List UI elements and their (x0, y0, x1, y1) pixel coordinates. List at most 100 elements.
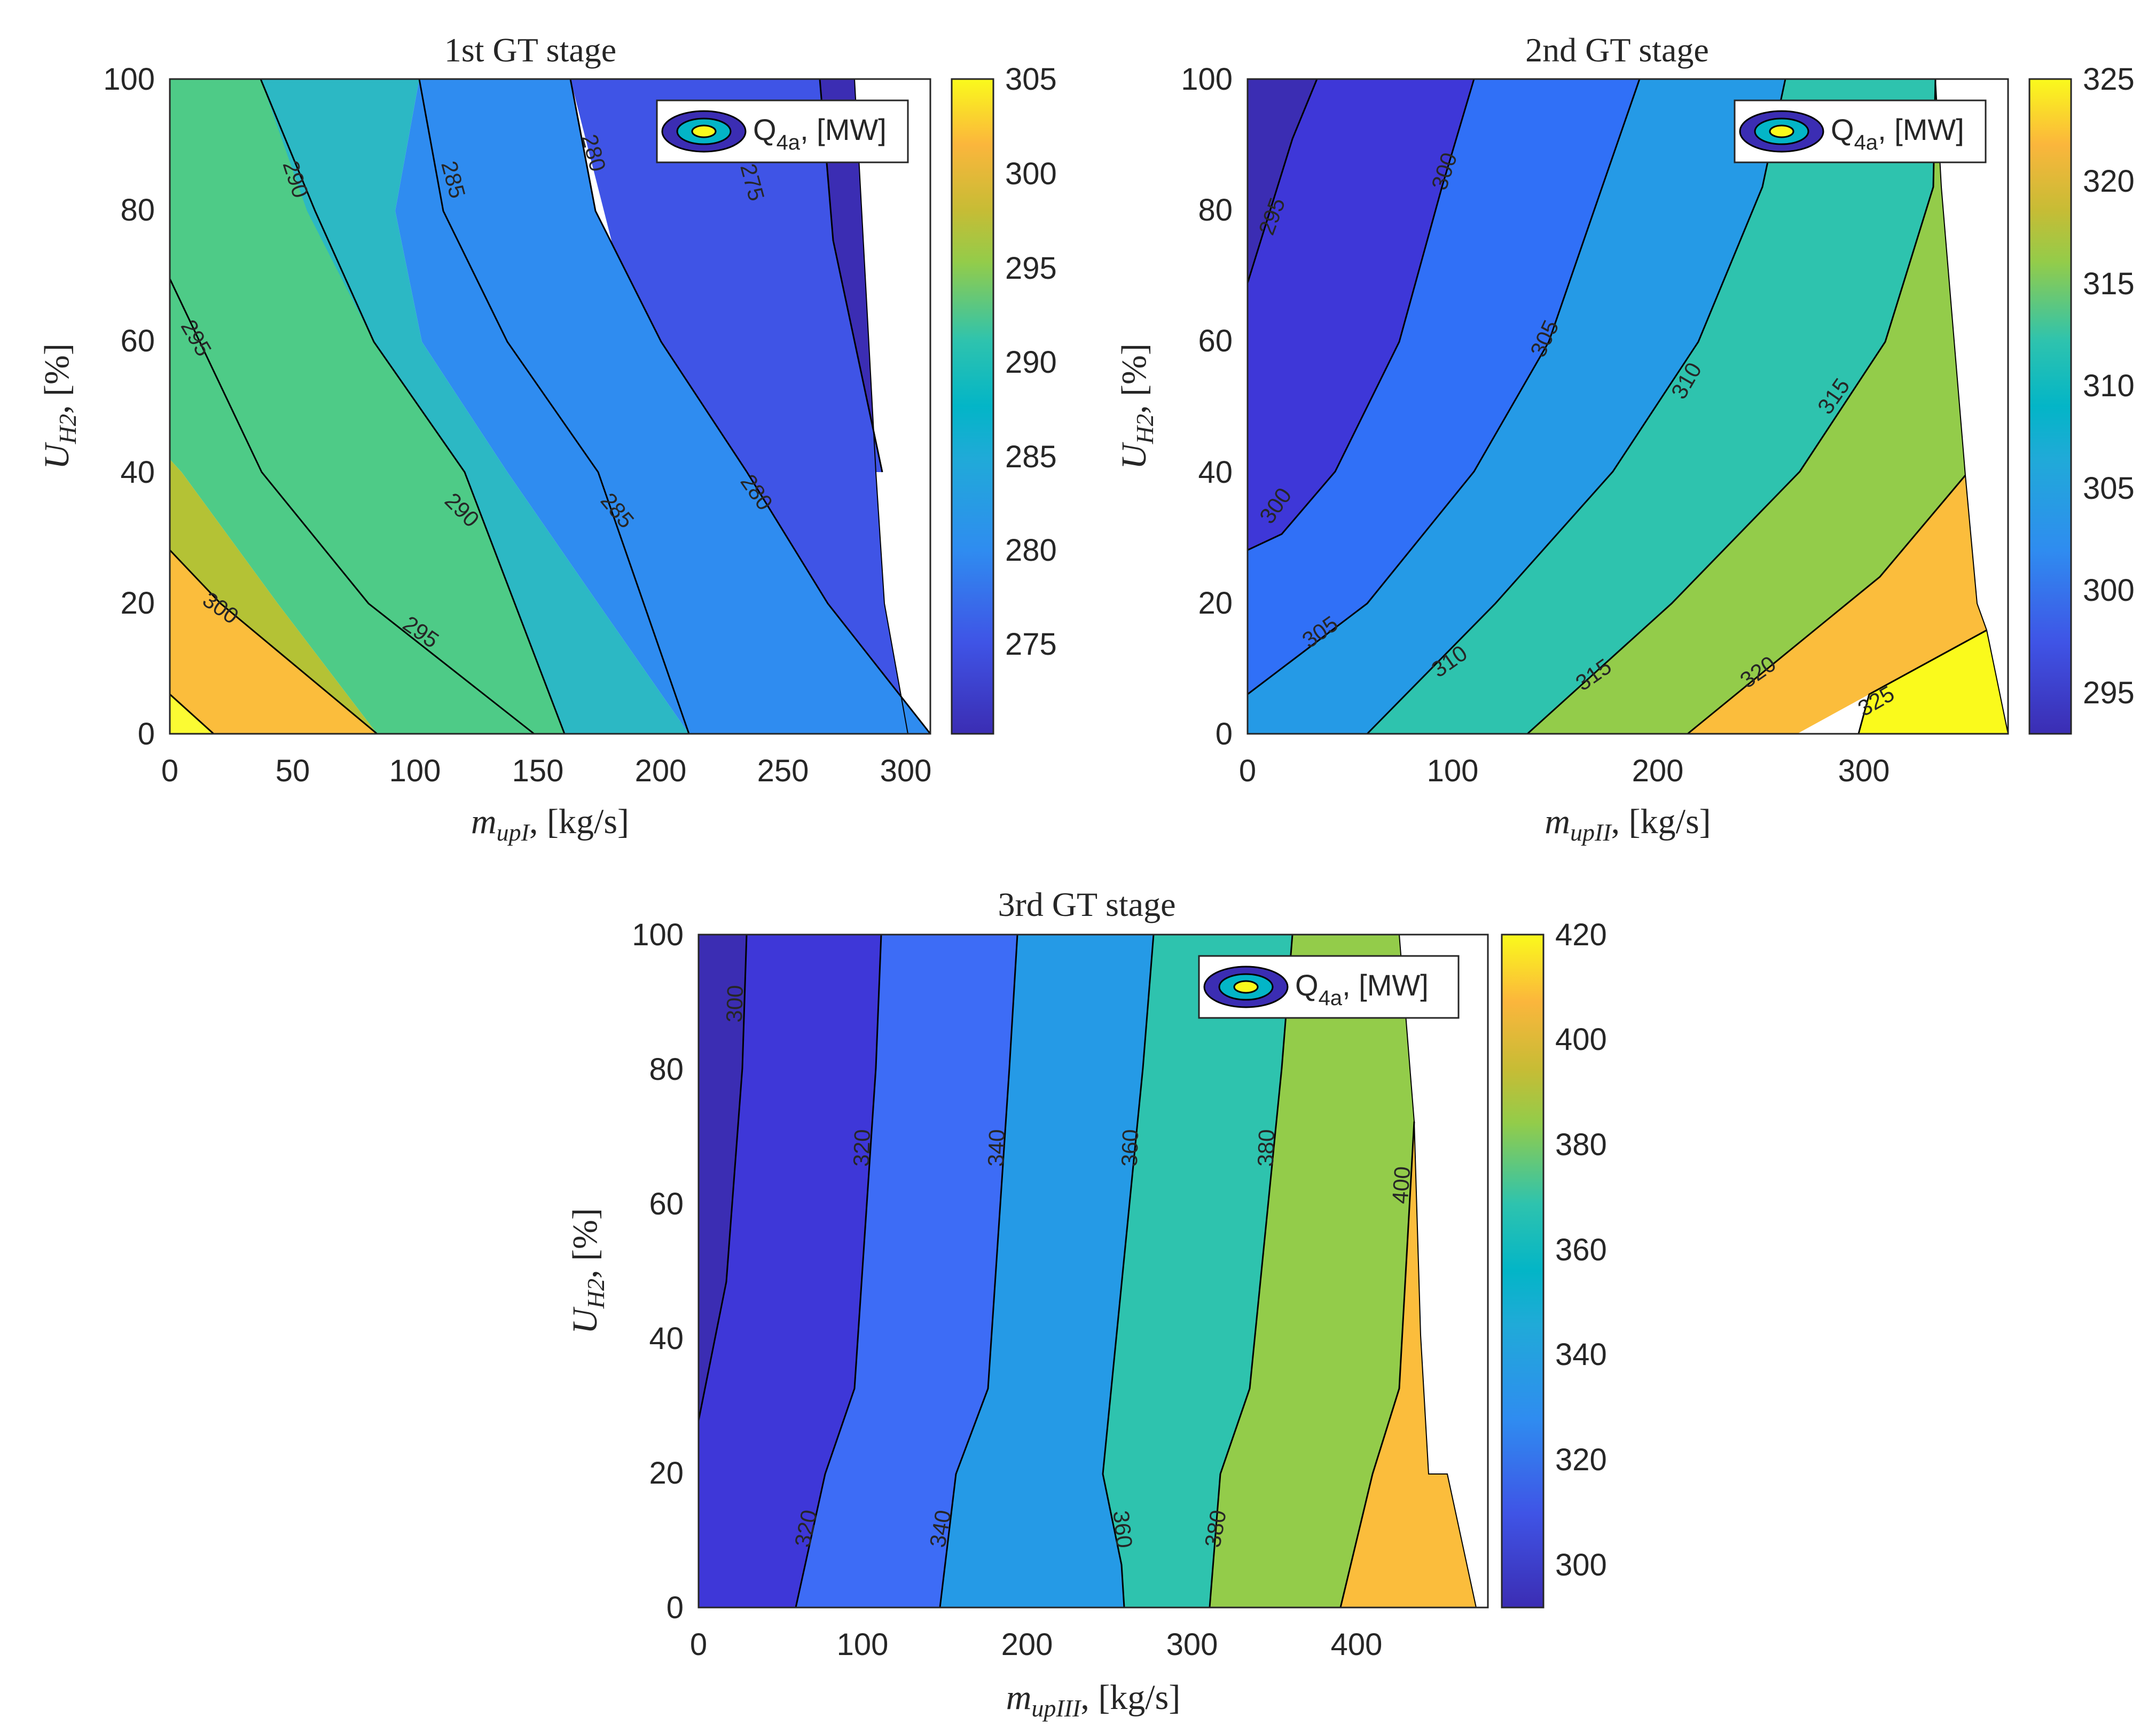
legend-label: Q4a, [MW] (1831, 113, 1964, 154)
colorbar: 275 280 285 290 295 300 305 (951, 62, 1057, 735)
x-axis-label: mupI, [kg/s] (471, 802, 629, 846)
panel-3rd-gt-stage: 3rd GT stage 300 (566, 885, 1607, 1722)
region-max (170, 550, 377, 734)
contour-line-285 (418, 79, 690, 734)
contour-line-320 (795, 934, 882, 1608)
colorbar-tick-label: 300 (1555, 1548, 1607, 1582)
region-295-below (1248, 79, 1317, 283)
y-tick-label: 60 (120, 324, 155, 358)
legend: Q4a, [MW] (1198, 955, 1460, 1019)
region-340-320 (796, 935, 1017, 1607)
colorbar-tick-label: 285 (1005, 440, 1057, 474)
y-axis: 0 20 40 60 80 100 UH2, [%] (37, 62, 155, 751)
plot-area: 295 300 300 305 305 310 310 315 315 320 … (1246, 78, 2009, 735)
colorbar-tick-label: 310 (2083, 368, 2135, 403)
region-360-340 (940, 935, 1154, 1607)
legend-swatch-inner (1769, 124, 1794, 138)
legend: Q4a, [MW] (656, 99, 909, 163)
contour-label: 360 (1108, 1509, 1137, 1549)
x-tick-label: 250 (757, 754, 809, 788)
contour-regions (699, 935, 1476, 1607)
colorbar-tick-label: 275 (1005, 627, 1057, 662)
legend-label: Q4a, [MW] (1295, 968, 1429, 1010)
contour-line-315 (1526, 79, 1937, 735)
y-tick-label: 100 (632, 918, 684, 952)
legend: Q4a, [MW] (1734, 99, 1987, 163)
x-tick-label: 300 (1166, 1627, 1218, 1662)
colorbar-tick-label: 300 (2083, 573, 2135, 608)
contour-line-300 (169, 549, 378, 735)
x-tick-label: 200 (1632, 754, 1684, 788)
plot-frame (697, 934, 1489, 1609)
contour-label: 300 (722, 985, 748, 1023)
contour-label: 320 (849, 1129, 875, 1167)
y-tick-label: 0 (667, 1590, 684, 1625)
contour-label: 340 (983, 1129, 1009, 1167)
contour-line-320 (1687, 475, 1966, 735)
panel-title: 1st GT stage (444, 31, 616, 69)
region-305-300 (1248, 79, 1640, 694)
x-tick-label: 100 (1427, 754, 1479, 788)
contour-label: 360 (1117, 1129, 1143, 1167)
feasible-boundary (1935, 79, 2009, 734)
colorbar: 300 320 340 360 380 400 420 (1501, 918, 1607, 1609)
contour-line-290 (260, 79, 566, 734)
contour-line-300-corner (169, 693, 215, 735)
plot-frame (1246, 78, 2009, 735)
feasible-boundary (1399, 934, 1477, 1608)
colorbar-tick-label: 325 (2083, 62, 2135, 97)
y-tick-label: 0 (1216, 717, 1233, 751)
y-tick-label: 80 (1198, 193, 1233, 228)
x-tick-label: 150 (512, 754, 564, 788)
y-axis-label: UH2, [%] (566, 1208, 609, 1334)
colorbar-tick-label: 295 (2083, 676, 2135, 710)
x-tick-label: 200 (1001, 1627, 1053, 1662)
panel-2nd-gt-stage: 2nd GT stage (1115, 31, 2135, 846)
y-tick-label: 60 (649, 1187, 684, 1221)
feasible-boundary (854, 79, 908, 734)
y-tick-label: 20 (649, 1456, 684, 1491)
contour-line-400 (1339, 1121, 1415, 1608)
contour-line-305 (1247, 79, 1641, 695)
y-tick-label: 0 (138, 717, 155, 751)
plot-frame (169, 78, 931, 735)
contour-line-295 (1246, 79, 1318, 284)
contour-line-280 (569, 79, 931, 734)
colorbar-tick-label: 315 (2083, 266, 2135, 301)
region-300-below (699, 935, 747, 1421)
colorbar-gradient (2028, 78, 2072, 735)
colorbar-gradient (1501, 934, 1545, 1609)
contour-line-325 (1857, 629, 1987, 734)
contour-regions (1248, 79, 2008, 734)
contour-lines (1246, 79, 2009, 735)
y-tick-label: 20 (120, 586, 155, 621)
contour-label: 380 (1253, 1129, 1279, 1167)
colorbar-tick-label: 305 (2083, 471, 2135, 506)
contour-line-300 (697, 934, 748, 1421)
colorbar-tick-label: 295 (1005, 251, 1057, 286)
colorbar-tick-label: 360 (1555, 1233, 1607, 1267)
region-320-315 (1527, 79, 1965, 734)
plot-area: 300 320 320 340 340 360 360 380 380 400 … (697, 934, 1489, 1609)
contour-line-380 (1209, 934, 1293, 1608)
colorbar-gradient (951, 78, 994, 735)
contour-line-295 (169, 278, 535, 735)
colorbar-tick-label: 305 (1005, 62, 1057, 97)
panel-1st-gt-stage: 1st GT stage (37, 31, 1057, 846)
x-tick-label: 100 (837, 1627, 889, 1662)
x-tick-label: 300 (1838, 754, 1890, 788)
legend-swatch-inner (691, 124, 717, 138)
region-max (1340, 1122, 1476, 1607)
colorbar-tick-label: 400 (1555, 1022, 1607, 1057)
x-axis-label: mupII, [kg/s] (1545, 802, 1711, 846)
legend-swatch-inner (1233, 980, 1259, 994)
contour-lines (697, 934, 1477, 1608)
colorbar-tick-label: 380 (1555, 1127, 1607, 1162)
region-300-295 (1248, 79, 1474, 550)
contour-line-360 (1102, 934, 1155, 1608)
x-tick-label: 400 (1331, 1627, 1383, 1662)
region-315-310 (1367, 79, 1935, 734)
x-axis: 0 100 200 300 400 mupIII, [kg/s] (690, 1627, 1383, 1722)
legend-label: Q4a, [MW] (753, 113, 887, 154)
